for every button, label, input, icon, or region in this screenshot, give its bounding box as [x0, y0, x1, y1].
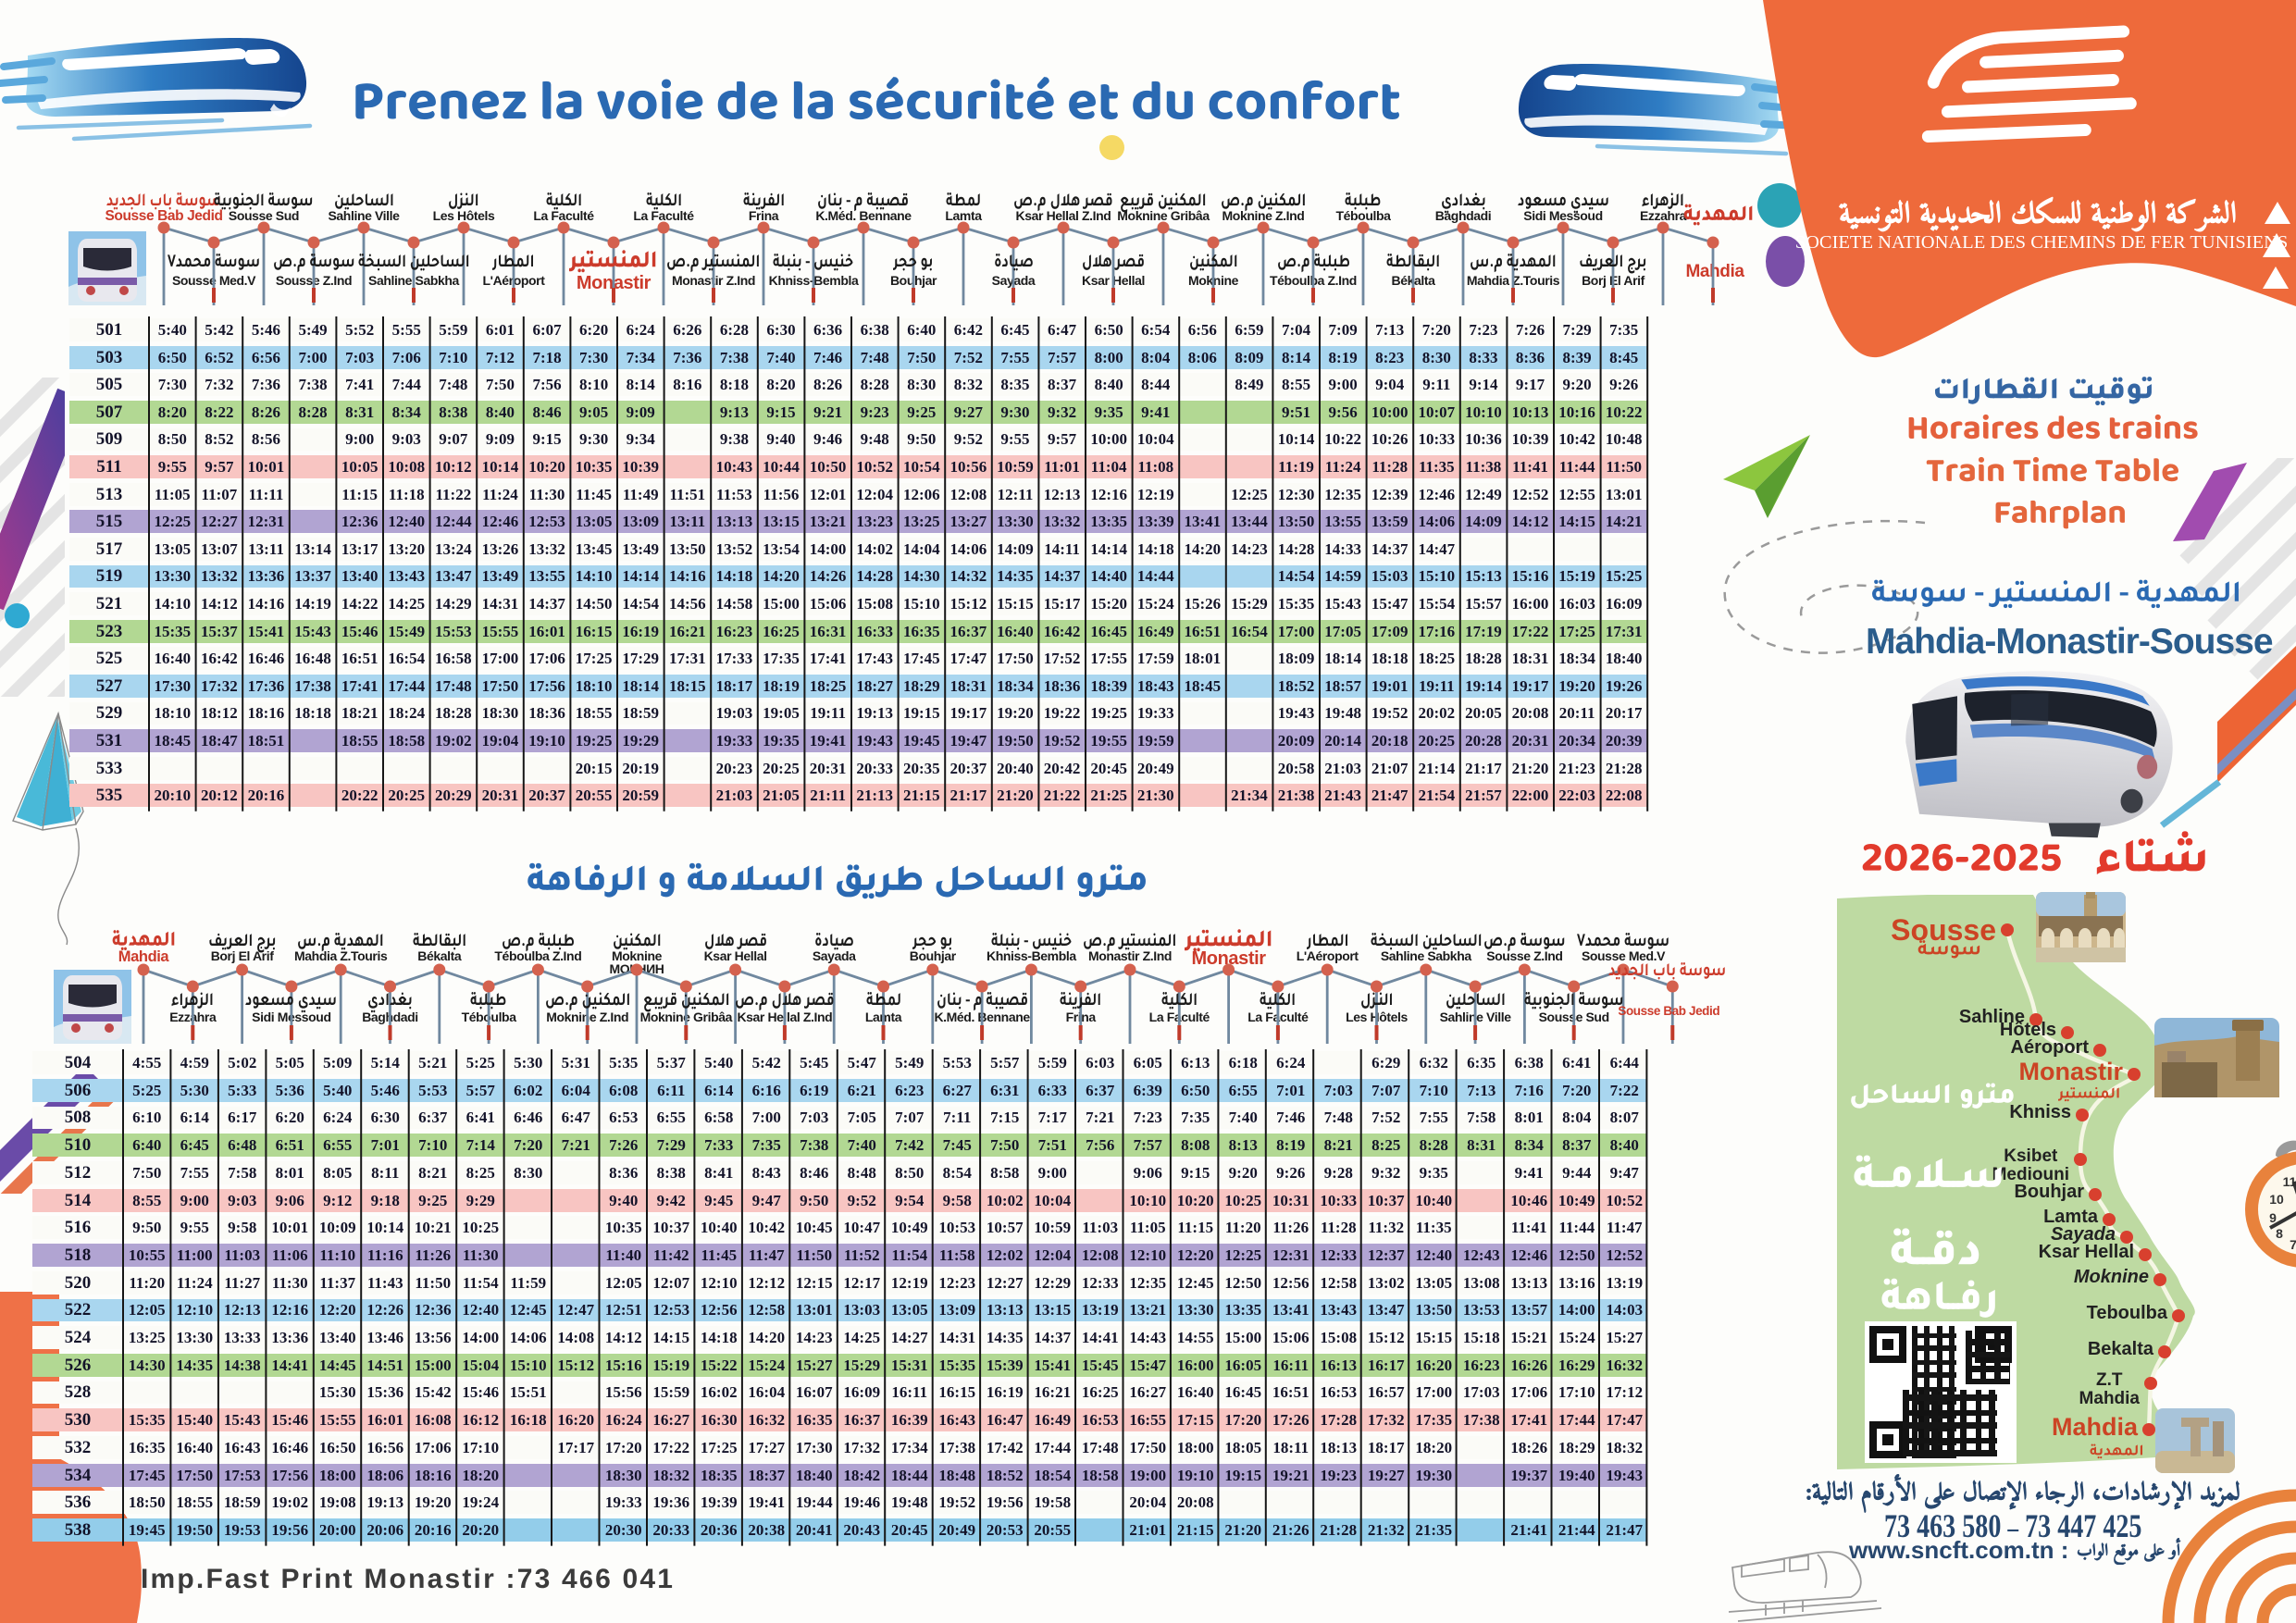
svg-text:8: 8	[2276, 1226, 2283, 1241]
svg-text:9: 9	[2269, 1210, 2277, 1225]
svg-text:7: 7	[2290, 1237, 2296, 1252]
svg-text:11: 11	[2283, 1174, 2296, 1189]
svg-text:10: 10	[2269, 1192, 2284, 1207]
